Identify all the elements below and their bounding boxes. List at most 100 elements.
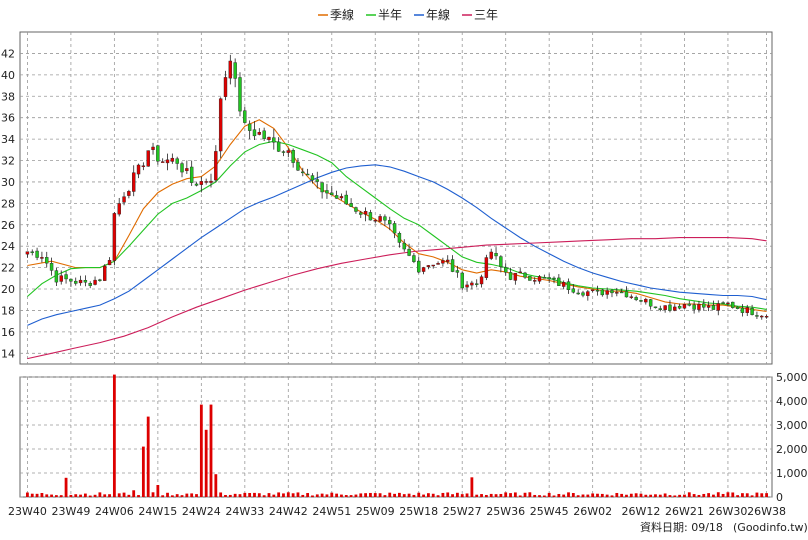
volume-bar (88, 495, 92, 497)
volume-bar (161, 495, 165, 497)
candle-body (107, 260, 112, 266)
volume-bar (93, 494, 97, 497)
candle-body (639, 300, 643, 302)
volume-bar (262, 495, 266, 497)
volume-bar (765, 493, 768, 497)
volume-bar (755, 492, 759, 497)
volume-bar (513, 492, 517, 497)
moving-average-lines (27, 119, 767, 360)
volume-bar (272, 494, 276, 497)
volume-bar (398, 492, 401, 497)
candle-body (383, 216, 387, 221)
volume-bar (542, 495, 546, 497)
volume-y-tick-5: 5,000 (776, 371, 808, 384)
candle-body (518, 271, 522, 274)
volume-bar (431, 493, 435, 497)
candle-body (276, 141, 281, 152)
volume-grid (20, 376, 772, 498)
volume-bar (185, 493, 189, 497)
volume-bar (224, 494, 227, 497)
volume-bar (625, 494, 628, 497)
volume-bar (277, 492, 281, 497)
price-y-tick-10: 34 (1, 133, 15, 146)
candle-body (523, 272, 527, 278)
volume-bar (736, 495, 739, 497)
candle-body (122, 196, 126, 203)
candle-body (760, 315, 764, 318)
candle-body (402, 242, 406, 250)
x-tick-15: 26W21 (665, 505, 704, 518)
volume-bar (494, 494, 498, 497)
x-tick-3: 24W15 (138, 505, 177, 518)
volume-bar (243, 492, 247, 497)
volume-bar (417, 492, 421, 497)
volume-bar (166, 492, 169, 497)
volume-bar (219, 492, 223, 497)
candle-body (677, 305, 682, 309)
volume-bar (83, 493, 87, 497)
candle-body (151, 146, 155, 150)
volume-panel-frame (19, 376, 773, 498)
volume-bar (373, 493, 377, 497)
candle-body (441, 260, 445, 264)
candle-body (499, 256, 503, 267)
volume-bar (673, 495, 677, 497)
volume-bar (170, 495, 174, 497)
ma-line-0 (27, 119, 767, 313)
ma-line-3 (27, 237, 767, 360)
candle-body (484, 257, 489, 278)
price-y-axis: 14 16 18 20 22 24 26 28 30 32 34 36 38 40 42 (1, 47, 15, 360)
x-tick-9: 25W18 (399, 505, 438, 518)
volume-bar (528, 492, 532, 497)
volume-bar (639, 493, 643, 497)
volume-bar (248, 492, 252, 497)
candle-body (489, 251, 493, 259)
candle-body (301, 171, 305, 174)
volume-bar (209, 404, 213, 497)
volume-bar (470, 477, 474, 497)
volume-bar (301, 494, 305, 497)
volume-bar (79, 494, 82, 497)
candle-body (552, 277, 556, 280)
volume-bar (712, 494, 715, 497)
candle-body (740, 307, 745, 313)
price-y-tick-9: 32 (1, 155, 15, 168)
candle-body (726, 302, 730, 305)
volume-bar (745, 493, 749, 497)
volume-bar (378, 493, 382, 497)
price-y-tick-7: 28 (1, 197, 15, 210)
candle-body (272, 137, 276, 143)
volume-bar (687, 492, 691, 497)
price-y-tick-11: 36 (1, 112, 15, 125)
candle-body (141, 165, 146, 167)
price-y-tick-6: 26 (1, 219, 15, 232)
candle-body (78, 279, 83, 284)
candle-body (209, 180, 213, 183)
x-tick-2: 24W06 (95, 505, 134, 518)
candle-body (98, 279, 102, 281)
candle-body (310, 175, 315, 181)
volume-bar (311, 495, 314, 497)
candle-body (407, 248, 411, 256)
volume-bar (571, 493, 575, 497)
x-tick-13: 26W02 (573, 505, 612, 518)
candle-body (750, 308, 754, 315)
candle-body (504, 267, 508, 273)
x-axis-labels: 23W40 23W49 24W06 24W15 24W24 24W33 24W42 24W51… (8, 505, 786, 518)
candle-body (344, 194, 348, 205)
volume-bar (446, 492, 450, 497)
candle-body (165, 159, 170, 164)
candle-body (368, 212, 373, 221)
data-date-label: 資料日期: 09/18 (640, 520, 723, 534)
volume-bar (306, 493, 310, 497)
candle-body (731, 301, 735, 308)
candle-body (706, 305, 711, 308)
volume-bar (644, 494, 648, 497)
volume-bar (552, 495, 556, 497)
candle-body (218, 98, 223, 152)
ma-line-1 (27, 140, 767, 310)
candle-body (624, 291, 629, 298)
volume-bar (108, 494, 111, 497)
volume-bar (103, 494, 107, 497)
